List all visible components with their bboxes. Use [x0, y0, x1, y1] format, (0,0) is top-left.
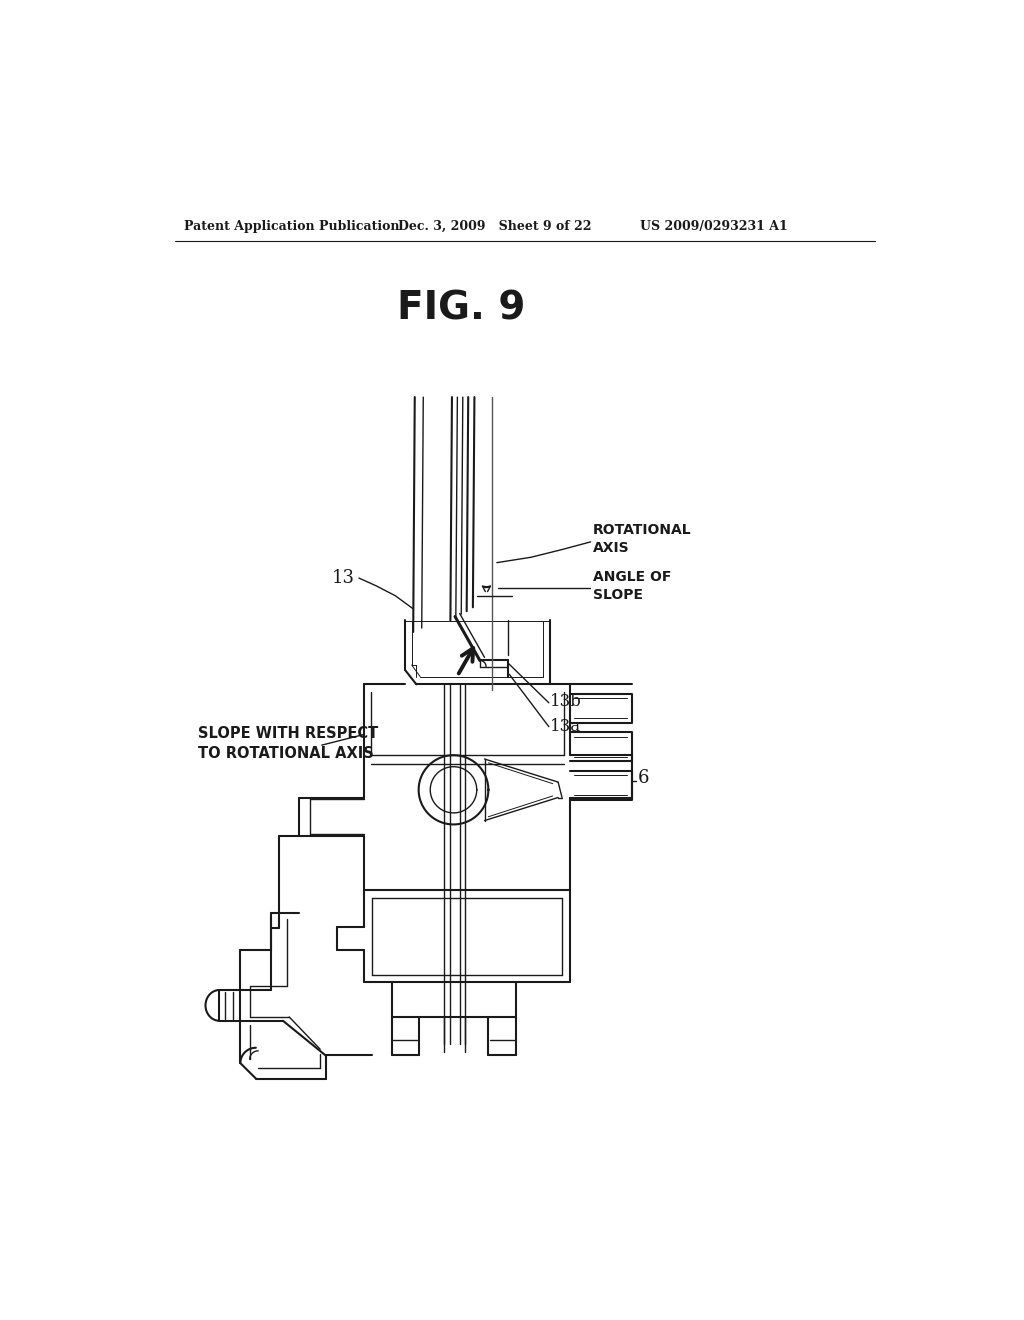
- Text: ANGLE OF
SLOPE: ANGLE OF SLOPE: [593, 569, 672, 602]
- Text: Patent Application Publication: Patent Application Publication: [183, 219, 399, 232]
- Text: FIG. 9: FIG. 9: [397, 289, 525, 327]
- Text: 6: 6: [638, 770, 649, 787]
- Text: SLOPE WITH RESPECT
TO ROTATIONAL AXIS: SLOPE WITH RESPECT TO ROTATIONAL AXIS: [198, 726, 378, 762]
- Text: US 2009/0293231 A1: US 2009/0293231 A1: [640, 219, 787, 232]
- Text: 13: 13: [332, 569, 354, 587]
- Text: ROTATIONAL
AXIS: ROTATIONAL AXIS: [593, 523, 691, 554]
- Text: 13b: 13b: [550, 693, 583, 710]
- Text: Dec. 3, 2009   Sheet 9 of 22: Dec. 3, 2009 Sheet 9 of 22: [397, 219, 591, 232]
- Text: 13a: 13a: [550, 718, 582, 735]
